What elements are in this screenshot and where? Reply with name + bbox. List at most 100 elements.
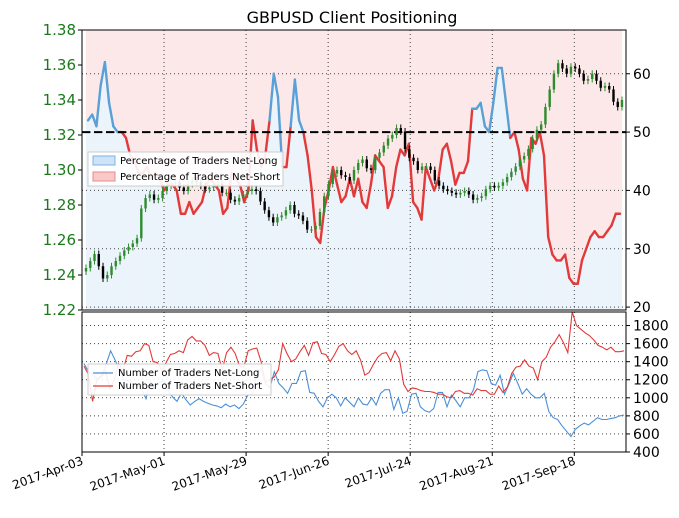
band-net-short [474, 30, 479, 109]
candle-body [539, 124, 543, 130]
band-net-long [149, 178, 154, 310]
sentiment-segment [466, 107, 474, 163]
candle-body [152, 194, 156, 200]
top-panel: 1.22 1.24 1.26 1.28 1.30 1.32 1.34 1.36 1.38 20 3… [43, 21, 651, 319]
band-net-long [204, 184, 209, 310]
band-net-long [330, 167, 335, 310]
candle-body [616, 101, 619, 107]
band-net-long [546, 237, 551, 310]
price-tick-label: 1.38 [43, 21, 76, 39]
band-net-short [280, 30, 285, 168]
trader-count-line [83, 311, 625, 402]
band-net-long [364, 207, 369, 310]
sentiment-segment [335, 183, 343, 204]
band-net-short [208, 30, 213, 179]
candle-body [259, 191, 262, 202]
candle-body [186, 184, 190, 191]
band-net-long [541, 155, 547, 310]
sentiment-segment [183, 200, 191, 215]
band-net-long [427, 178, 433, 310]
band-net-short [153, 30, 158, 173]
band-net-long [153, 172, 158, 310]
band-net-long [406, 143, 411, 310]
candle-body [161, 191, 164, 198]
band-net-long [263, 155, 268, 310]
band-net-long [242, 202, 247, 310]
band-net-long [225, 207, 230, 310]
band-net-short [136, 30, 141, 173]
band-net-short [305, 30, 310, 156]
candle-body [101, 266, 105, 279]
band-net-long [411, 202, 416, 310]
band-net-short [119, 30, 124, 133]
candle-body [446, 189, 449, 191]
band-net-short [98, 30, 103, 86]
sentiment-segment [192, 206, 199, 215]
band-net-long [478, 102, 483, 311]
candle-body [433, 170, 437, 181]
band-net-long [347, 178, 352, 310]
candle-body [476, 198, 479, 200]
band-net-long [212, 184, 217, 310]
band-net-short [301, 30, 306, 133]
candle-body [497, 185, 500, 188]
legend-swatch-net-long [92, 155, 116, 166]
candle-body [522, 156, 526, 160]
sentiment-segment [357, 177, 364, 204]
sentiment-segment [538, 130, 546, 157]
candle-body [386, 138, 390, 146]
sentiment-segment [395, 148, 402, 169]
band-net-short [436, 30, 441, 179]
trader-count-line [83, 349, 625, 438]
band-net-long [174, 190, 179, 310]
candle-body [420, 166, 424, 170]
band-net-long [601, 237, 606, 310]
candle-body [599, 80, 602, 88]
band-net-long [512, 132, 517, 310]
sentiment-segment [437, 148, 444, 180]
band-net-long [275, 97, 281, 310]
band-net-long [199, 202, 205, 310]
band-net-long [419, 219, 424, 310]
bottom-legend-box [87, 363, 272, 396]
band-net-long [259, 167, 264, 310]
band-net-long [111, 126, 116, 310]
sentiment-segment [585, 235, 592, 250]
price-tick-label: 1.22 [43, 301, 76, 319]
sentiment-segment [365, 183, 373, 210]
band-net-short [567, 30, 572, 278]
band-net-short [297, 30, 302, 121]
candle-body [106, 275, 109, 279]
candle-body [531, 138, 534, 149]
band-net-long [284, 167, 289, 310]
band-net-long [246, 190, 251, 310]
date-tick-label: 2017-Jul-24 [343, 454, 413, 491]
band-net-long [415, 207, 420, 310]
price-tick-label: 1.26 [43, 231, 76, 249]
candle-body [271, 217, 275, 223]
band-net-long [529, 137, 534, 310]
candle-body [250, 189, 254, 191]
price-tick-label: 1.34 [43, 91, 76, 109]
band-net-long [292, 79, 297, 310]
band-net-long [233, 178, 238, 310]
band-net-long [123, 137, 129, 310]
band-net-long [356, 178, 361, 310]
candle-body [310, 229, 313, 231]
sentiment-segment [382, 165, 389, 210]
candle-body [131, 243, 134, 247]
band-net-short [166, 30, 171, 185]
band-net-short [554, 30, 559, 261]
candle-body [382, 145, 385, 153]
candle-body [369, 168, 373, 170]
candle-body [263, 201, 266, 211]
band-net-long [145, 167, 150, 310]
sentiment-segment [272, 72, 280, 99]
candle-body [110, 266, 113, 275]
band-net-long [119, 132, 124, 310]
band-net-short [558, 30, 563, 261]
band-net-long [360, 202, 365, 310]
band-net-short [225, 30, 230, 208]
band-net-short [512, 30, 517, 133]
band-net-short [453, 30, 458, 185]
